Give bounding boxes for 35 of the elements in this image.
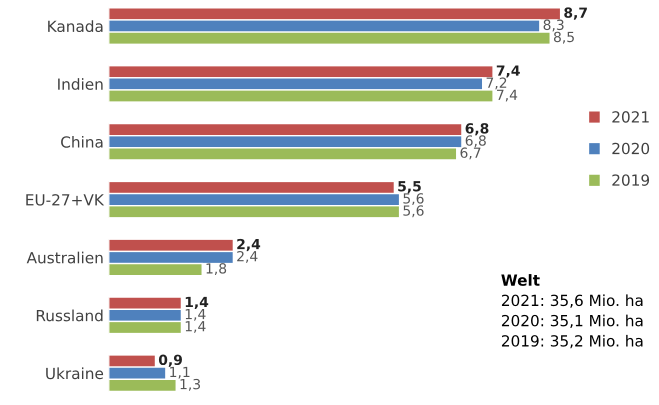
data-label: 2,4 — [237, 238, 260, 252]
data-label: 1,8 — [206, 263, 226, 276]
data-label: 5,6 — [403, 193, 424, 206]
data-label: 1,4 — [186, 321, 206, 333]
data-label: 7,2 — [486, 77, 506, 90]
data-label: 1,1 — [170, 366, 190, 379]
y-tick-label: Kanada — [48, 20, 102, 32]
y-tick-label: Russland — [36, 310, 102, 322]
data-label: 8,5 — [554, 32, 574, 44]
y-tick-label: Ukraine — [46, 367, 104, 380]
data-label: 1,4 — [186, 309, 206, 321]
y-tick-label: China — [61, 136, 102, 148]
y-tick-label: EU-27+VK — [26, 194, 104, 206]
data-label: 2,4 — [237, 250, 258, 263]
data-label: 8,3 — [544, 20, 564, 32]
data-label: 6,8 — [466, 123, 488, 136]
y-tick-label: Indien — [58, 78, 103, 90]
data-label: 5,5 — [398, 181, 421, 194]
annotation: 2021: 35,6 Mio. ha — [502, 294, 642, 308]
data-label: 6,7 — [460, 147, 480, 160]
data-label: 5,6 — [403, 205, 424, 218]
data-label: 6,8 — [466, 135, 486, 148]
data-label: 8,7 — [564, 7, 587, 20]
annotation: 2020: 35,1 Mio. ha — [502, 314, 642, 328]
data-label: 1,3 — [180, 378, 200, 391]
data-label: 1,4 — [186, 296, 208, 309]
legend-label: 2019 — [612, 174, 650, 186]
annotation: Welt — [501, 274, 540, 286]
data-label: 0,9 — [158, 354, 182, 367]
data-label: 7,4 — [497, 90, 518, 102]
legend-label: 2020 — [612, 142, 650, 154]
data-label: 7,4 — [496, 65, 520, 78]
y-tick-label: Australien — [26, 252, 103, 264]
legend-label: 2021 — [612, 111, 649, 123]
annotation: 2019: 35,2 Mio. ha — [502, 334, 642, 348]
